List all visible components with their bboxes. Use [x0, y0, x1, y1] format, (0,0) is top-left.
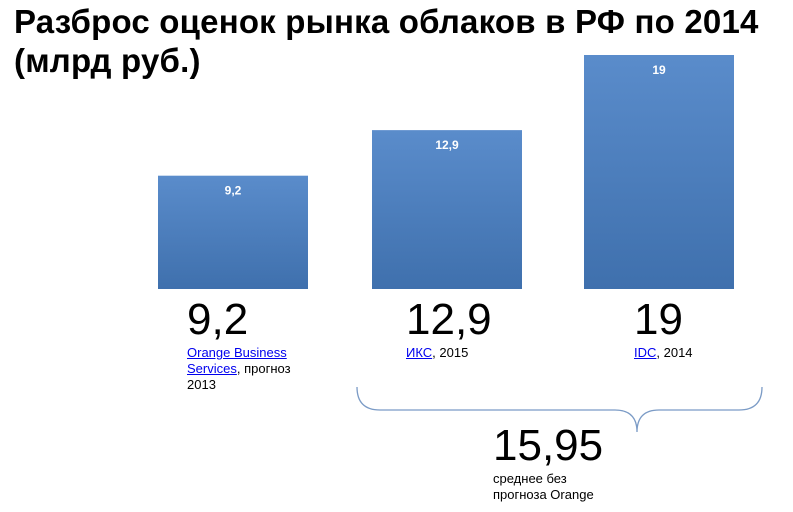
average-value: 15,95: [493, 421, 604, 470]
bar-idc: [584, 55, 734, 289]
source-idc: IDC, 2014: [634, 345, 693, 361]
bar-label-orange: 9,2: [225, 184, 242, 198]
source-detail-iks: , 2015: [432, 345, 469, 360]
bar-label-idc: 19: [652, 63, 666, 77]
average-note: среднее без прогноза Orange: [493, 471, 594, 502]
source-link-iks[interactable]: ИКС: [406, 345, 433, 360]
chart-title: Разброс оценок рынка облаков в РФ по 201…: [14, 3, 759, 79]
value-label-idc: 19: [634, 295, 683, 344]
source-iks: ИКС, 2015: [406, 345, 468, 361]
bar-iks: [372, 130, 522, 289]
value-label-orange: 9,2: [187, 295, 249, 344]
bar-label-iks: 12,9: [435, 138, 459, 152]
source-detail-orange: , прогноз 2013: [187, 361, 291, 392]
source-detail-idc: , 2014: [656, 345, 693, 360]
value-label-iks: 12,9: [406, 295, 492, 344]
average-brace: [356, 386, 763, 433]
bar-orange: [158, 175, 308, 289]
source-link-idc[interactable]: IDC: [634, 345, 657, 360]
source-orange: Orange Business Services, прогноз 2013: [187, 345, 322, 393]
source-link-orange[interactable]: Orange Business Services: [187, 345, 287, 376]
